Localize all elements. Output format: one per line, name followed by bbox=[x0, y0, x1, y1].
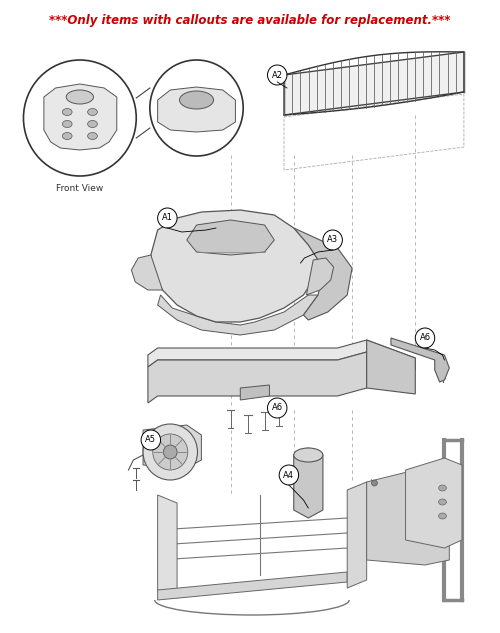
Polygon shape bbox=[132, 255, 162, 290]
Polygon shape bbox=[151, 210, 318, 322]
Polygon shape bbox=[294, 448, 323, 518]
Ellipse shape bbox=[438, 499, 446, 505]
Circle shape bbox=[268, 398, 287, 418]
Polygon shape bbox=[391, 338, 450, 382]
Circle shape bbox=[141, 430, 161, 450]
Polygon shape bbox=[148, 340, 415, 370]
Text: A1: A1 bbox=[162, 213, 173, 223]
Circle shape bbox=[164, 445, 177, 459]
Ellipse shape bbox=[66, 90, 94, 104]
Circle shape bbox=[153, 434, 188, 470]
Polygon shape bbox=[143, 425, 202, 468]
Ellipse shape bbox=[88, 108, 98, 115]
Circle shape bbox=[416, 328, 434, 348]
Ellipse shape bbox=[62, 108, 72, 115]
Polygon shape bbox=[158, 87, 236, 132]
Circle shape bbox=[372, 480, 378, 486]
Polygon shape bbox=[158, 572, 347, 600]
Text: A6: A6 bbox=[420, 334, 430, 342]
Circle shape bbox=[150, 60, 243, 156]
Circle shape bbox=[24, 60, 136, 176]
Ellipse shape bbox=[438, 485, 446, 491]
Ellipse shape bbox=[62, 132, 72, 139]
Polygon shape bbox=[284, 52, 464, 115]
Polygon shape bbox=[240, 385, 270, 400]
Polygon shape bbox=[366, 470, 450, 565]
Text: A3: A3 bbox=[327, 235, 338, 244]
Circle shape bbox=[279, 465, 298, 485]
Ellipse shape bbox=[62, 120, 72, 127]
Text: ***Only items with callouts are available for replacement.***: ***Only items with callouts are availabl… bbox=[50, 14, 450, 27]
Ellipse shape bbox=[88, 132, 98, 139]
Polygon shape bbox=[44, 84, 117, 150]
Polygon shape bbox=[158, 495, 177, 598]
Text: A5: A5 bbox=[146, 436, 156, 444]
Text: A4: A4 bbox=[284, 470, 294, 480]
Ellipse shape bbox=[180, 91, 214, 109]
Polygon shape bbox=[148, 352, 366, 403]
Circle shape bbox=[268, 65, 287, 85]
Ellipse shape bbox=[294, 448, 323, 462]
Circle shape bbox=[143, 424, 198, 480]
Ellipse shape bbox=[88, 120, 98, 127]
Polygon shape bbox=[158, 295, 318, 335]
Text: A2: A2 bbox=[272, 70, 282, 80]
Text: Front View: Front View bbox=[56, 184, 104, 193]
Polygon shape bbox=[366, 340, 416, 394]
Polygon shape bbox=[187, 220, 274, 255]
Circle shape bbox=[323, 230, 342, 250]
Polygon shape bbox=[406, 458, 462, 548]
Polygon shape bbox=[294, 228, 352, 320]
Polygon shape bbox=[306, 258, 334, 295]
Circle shape bbox=[158, 208, 177, 228]
Polygon shape bbox=[347, 482, 366, 588]
Text: A6: A6 bbox=[272, 403, 283, 413]
Ellipse shape bbox=[438, 513, 446, 519]
